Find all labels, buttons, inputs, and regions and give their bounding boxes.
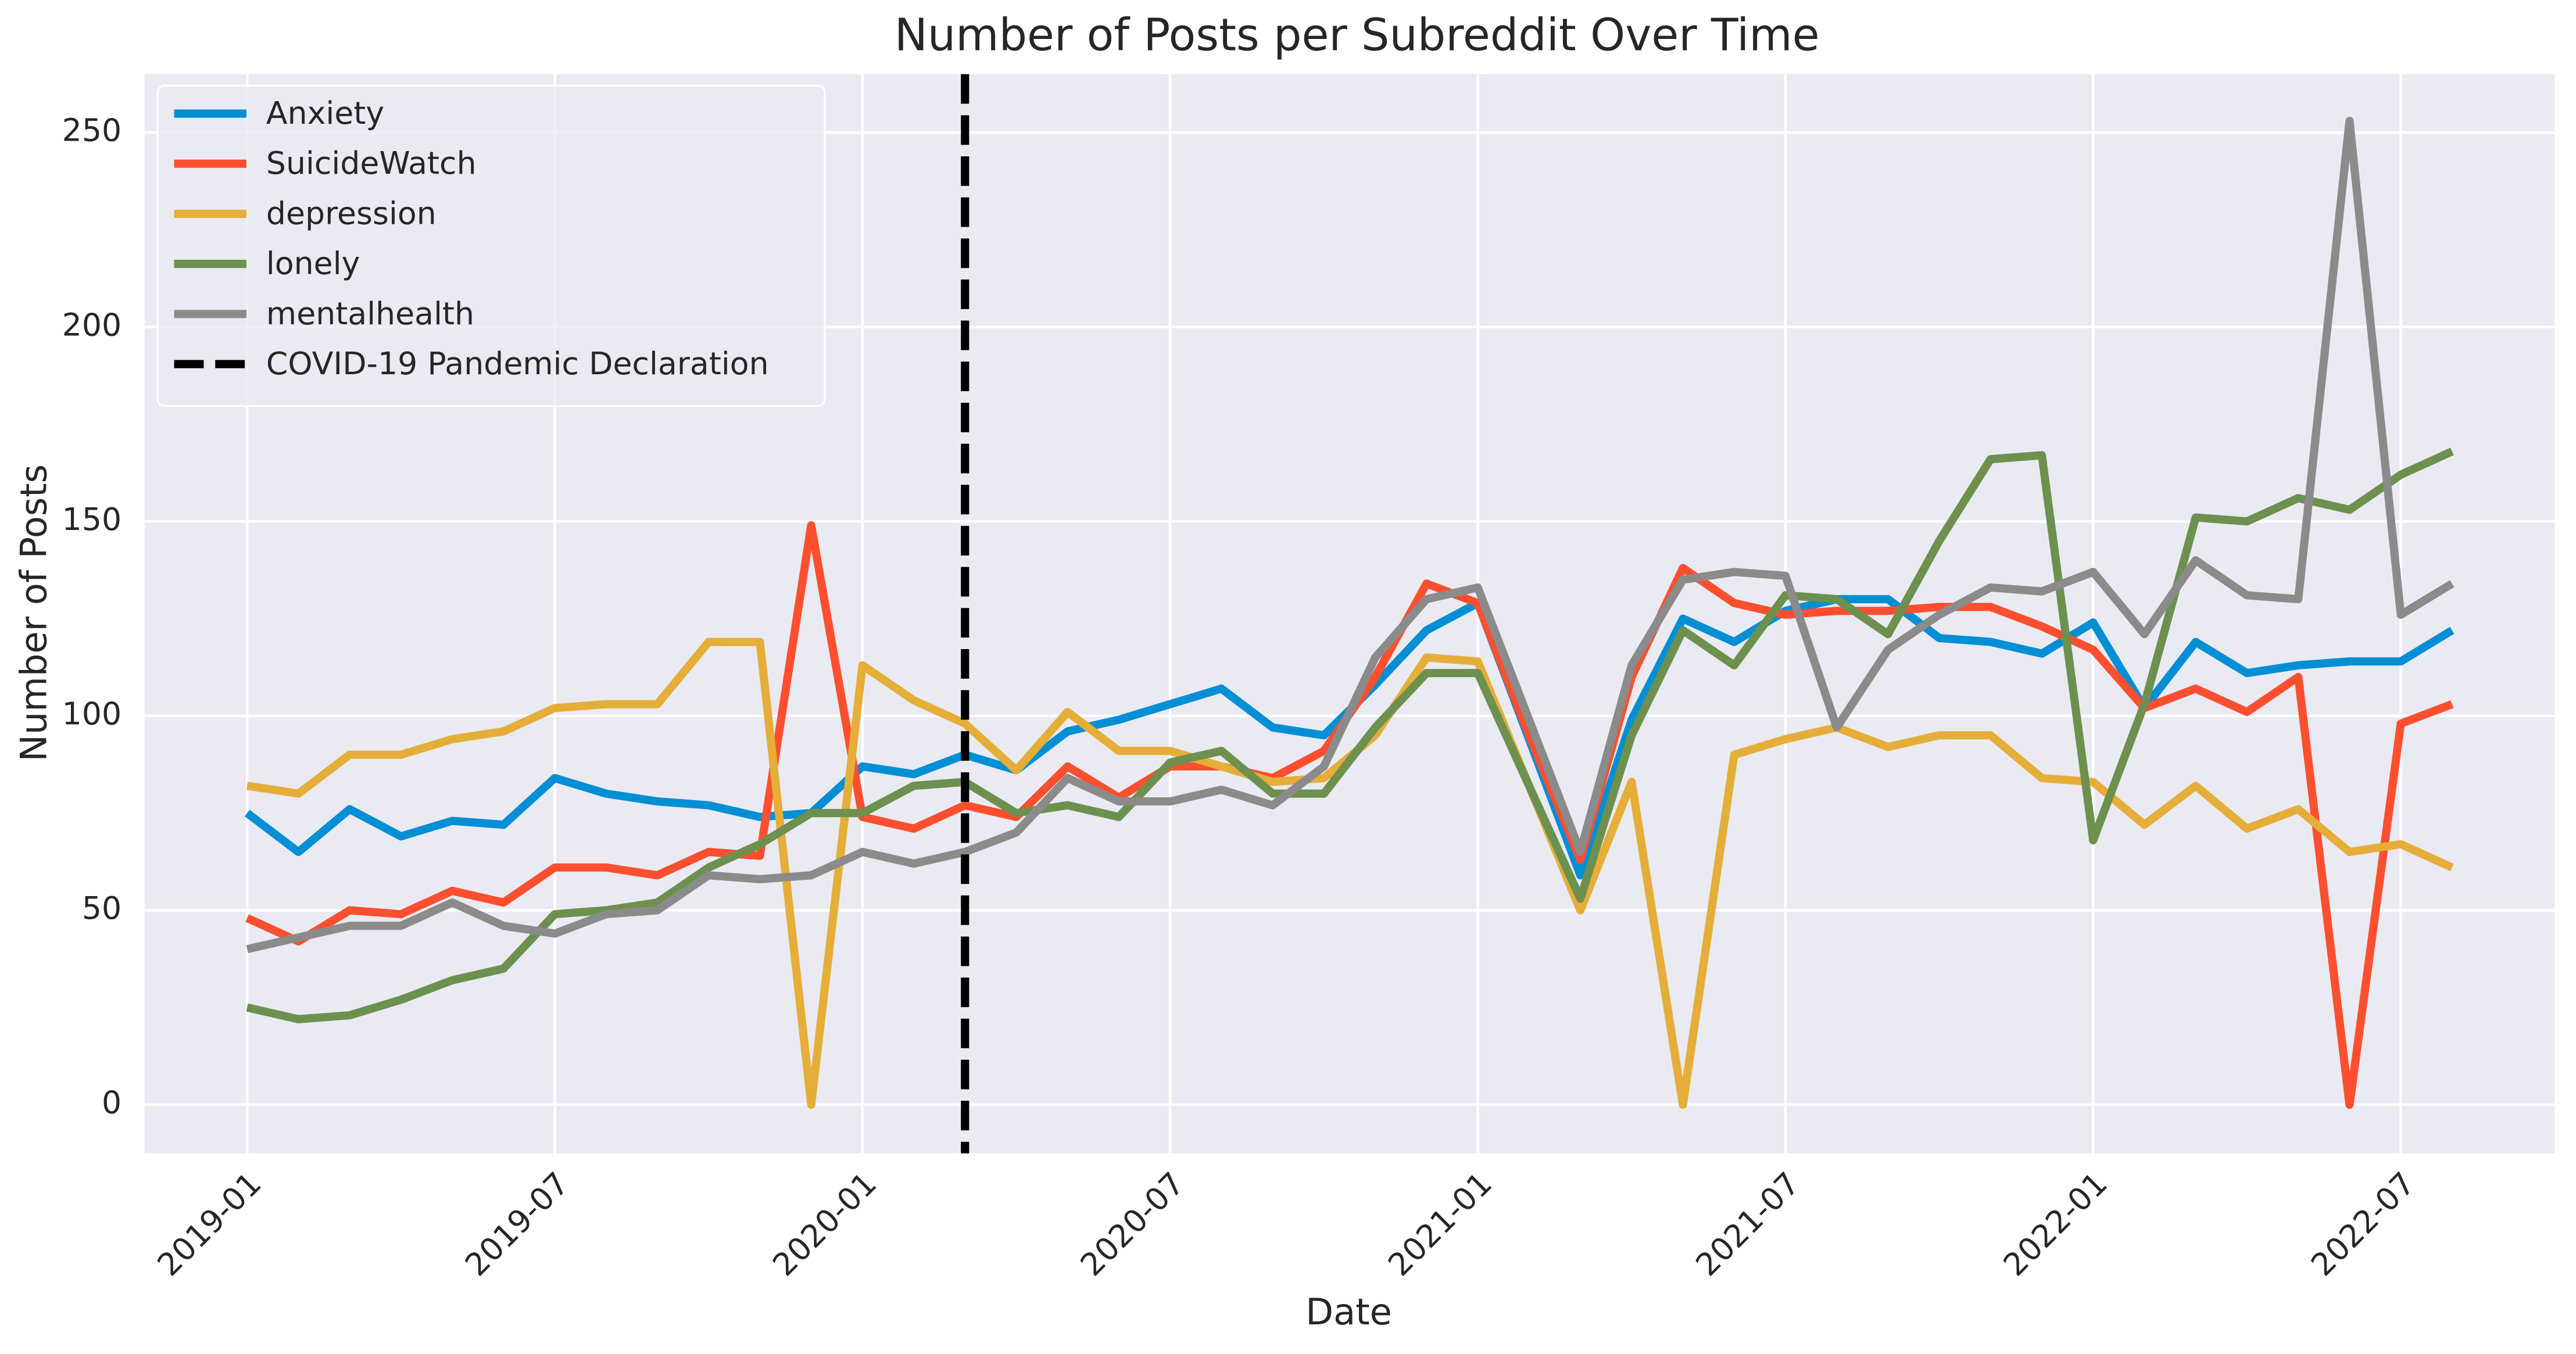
legend-label: COVID-19 Pandemic Declaration bbox=[266, 345, 769, 382]
x-tick-label: 2020-01 bbox=[765, 1165, 883, 1283]
series-line bbox=[246, 447, 2454, 1023]
x-tick-label: 2022-01 bbox=[1997, 1165, 2115, 1283]
legend-box bbox=[156, 85, 826, 407]
x-tick-label: 2020-07 bbox=[1074, 1165, 1192, 1283]
series-line bbox=[246, 116, 2455, 954]
y-tick-label: 250 bbox=[62, 112, 121, 149]
chart-title: Number of Posts per Subreddit Over Time bbox=[895, 9, 1820, 60]
legend-label: depression bbox=[266, 195, 437, 231]
x-tick-label: 2021-01 bbox=[1381, 1165, 1499, 1283]
legend-label: mentalhealth bbox=[266, 295, 474, 332]
x-tick-label: 2022-07 bbox=[2304, 1165, 2422, 1283]
legend: Anxiety SuicideWatch depression lonely menta… bbox=[156, 85, 826, 407]
y-tick-label: 50 bbox=[82, 890, 121, 926]
y-tick-label: 150 bbox=[62, 501, 121, 538]
legend-label: SuicideWatch bbox=[266, 145, 477, 181]
lines bbox=[244, 74, 2455, 1154]
y-tick-label: 100 bbox=[62, 695, 121, 732]
x-tick-label: 2019-07 bbox=[458, 1165, 576, 1283]
y-axis-label: Number of Posts bbox=[12, 464, 55, 762]
x-tick-label: 2019-01 bbox=[151, 1165, 269, 1283]
legend-label: lonely bbox=[266, 245, 360, 282]
x-tick-label: 2021-07 bbox=[1688, 1165, 1806, 1283]
y-tick-label: 0 bbox=[102, 1084, 121, 1121]
y-tick-label: 200 bbox=[62, 306, 121, 343]
x-axis-label: Date bbox=[1305, 1291, 1392, 1333]
legend-label: Anxiety bbox=[266, 95, 384, 131]
